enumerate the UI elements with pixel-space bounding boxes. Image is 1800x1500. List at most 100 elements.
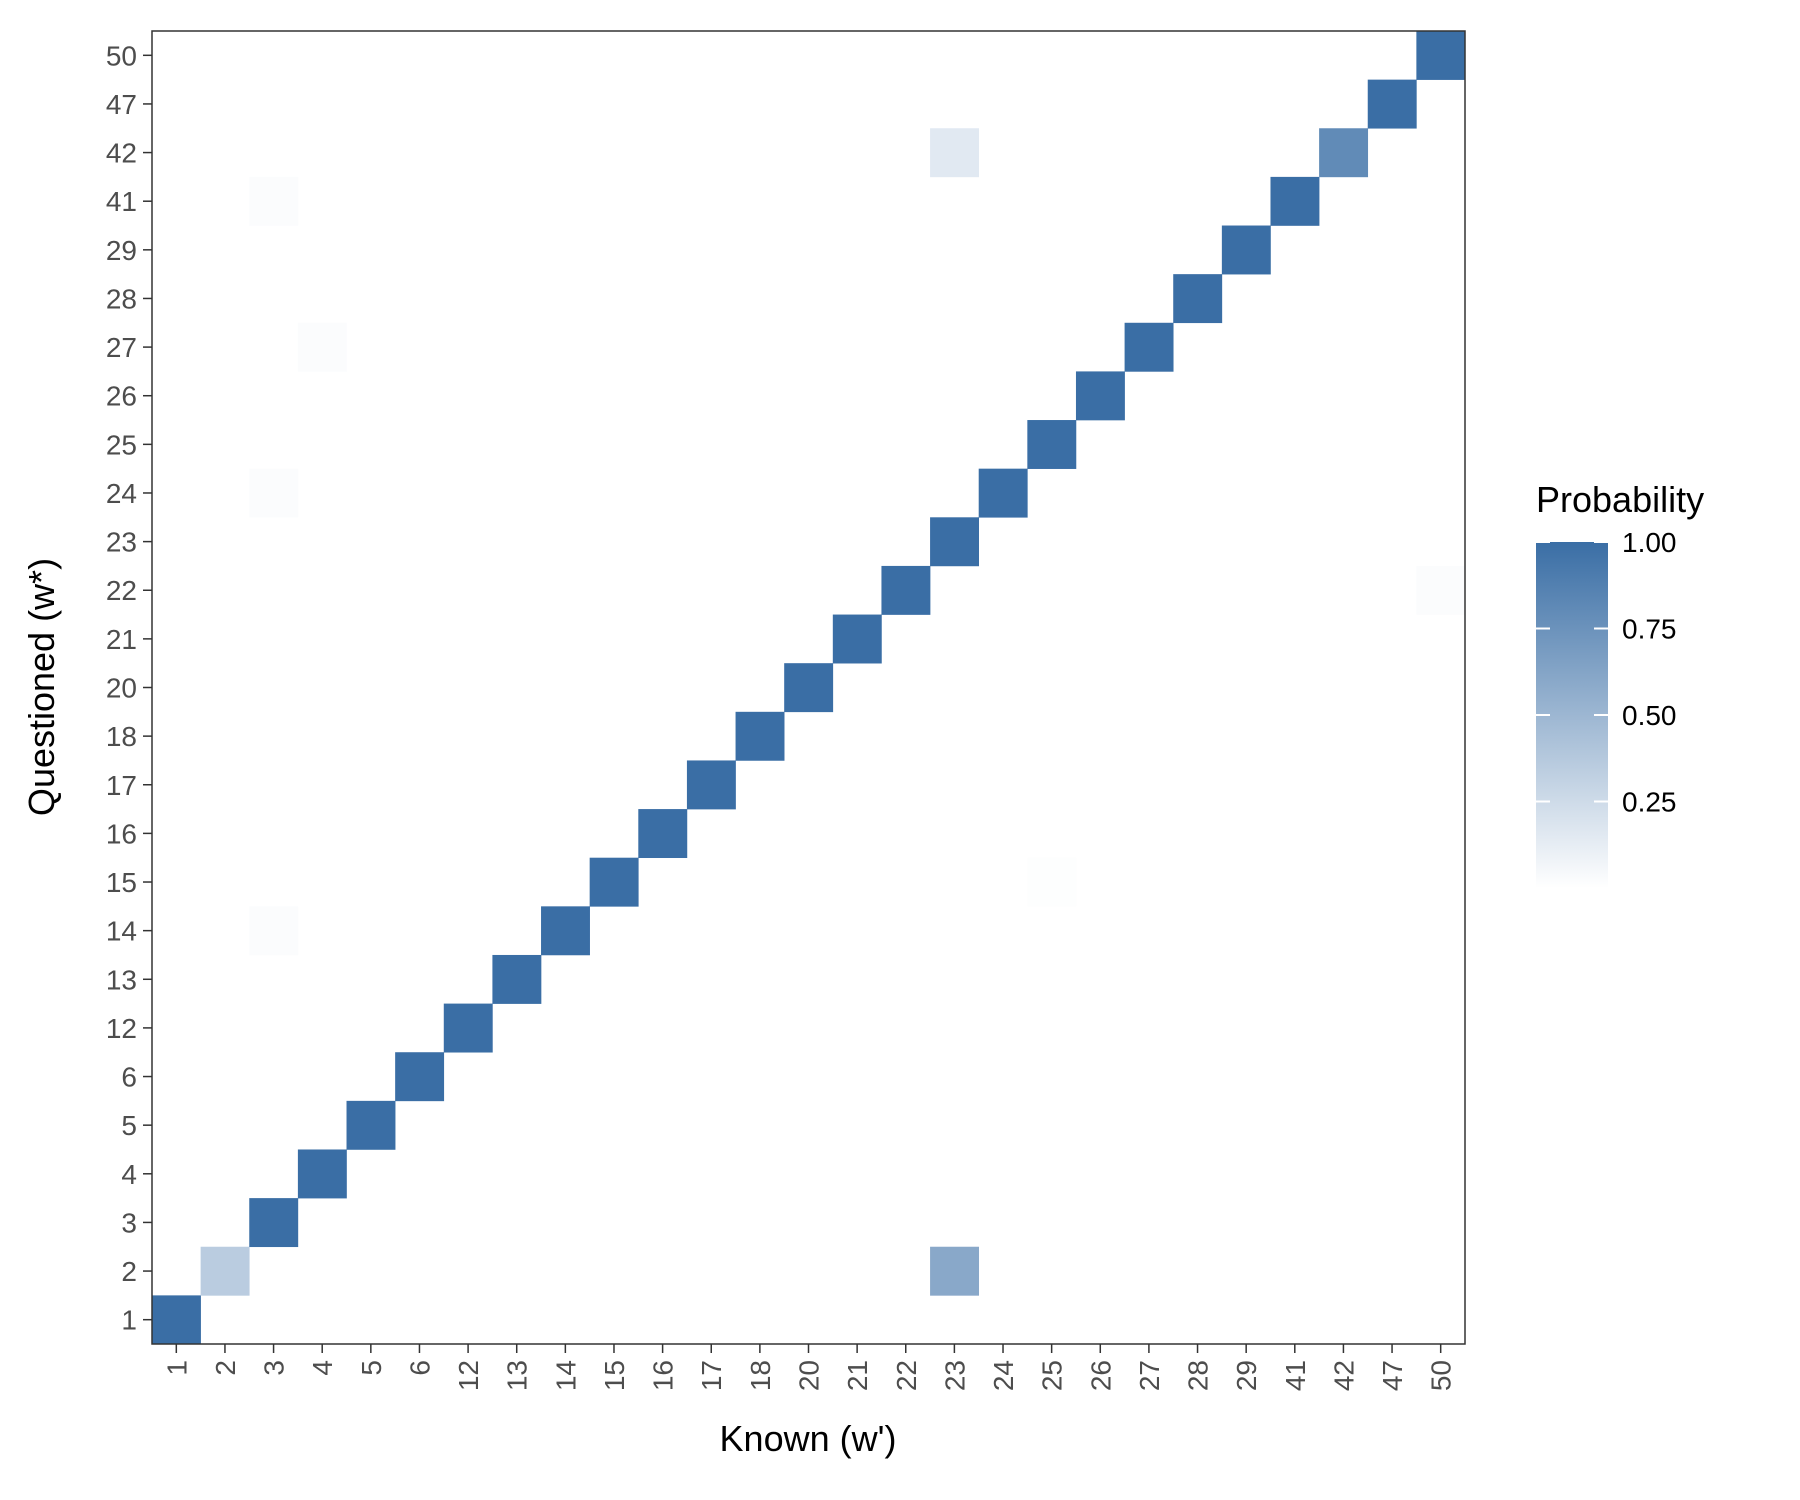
legend-label-0-50: 0.50	[1622, 700, 1677, 731]
x-tick-label-3: 3	[259, 1360, 290, 1376]
x-tick-label-23: 23	[939, 1360, 970, 1391]
heatmap-cell-x29-y29	[1221, 225, 1271, 275]
x-axis-title: Known (w')	[720, 1418, 897, 1459]
heatmap-cell-x21-y21	[832, 614, 882, 664]
heatmap-cell-x23-y42	[930, 128, 980, 178]
heatmap-cell-x28-y28	[1173, 274, 1223, 324]
heatmap-cell-x17-y17	[686, 760, 736, 810]
y-tick-label-24: 24	[106, 478, 137, 509]
heatmap-cell-x3-y3	[249, 1198, 299, 1248]
y-tick-label-29: 29	[106, 235, 137, 266]
y-tick-label-14: 14	[106, 916, 137, 947]
y-tick-label-26: 26	[106, 381, 137, 412]
y-tick-label-3: 3	[121, 1207, 137, 1238]
legend-label-0-25: 0.25	[1622, 787, 1677, 818]
x-tick-label-1: 1	[161, 1360, 192, 1376]
y-tick-label-5: 5	[121, 1110, 137, 1141]
y-tick-label-25: 25	[106, 429, 137, 460]
y-axis: 1234561213141516171820212223242526272829…	[106, 40, 152, 1336]
x-tick-label-25: 25	[1037, 1360, 1068, 1391]
heatmap-cell-x23-y23	[930, 517, 980, 567]
x-tick-label-15: 15	[599, 1360, 630, 1391]
heatmap-cell-x25-y25	[1027, 420, 1077, 469]
x-axis: 1 2 3 4 5 6 12 13 14 15 16 17 18 20 21 22 23 24 25 26 27 28 29…	[161, 1344, 1457, 1391]
x-tick-label-29: 29	[1231, 1360, 1262, 1391]
heatmap-cell-x13-y13	[492, 954, 542, 1004]
x-tick-label-27: 27	[1134, 1360, 1165, 1391]
y-tick-label-15: 15	[106, 867, 137, 898]
heatmap-cell-x2-y2	[200, 1246, 250, 1296]
heatmap-cell-x3-y14	[249, 906, 299, 956]
x-tick-label-42: 42	[1328, 1360, 1359, 1391]
y-tick-label-22: 22	[106, 575, 137, 606]
x-tick-label-4: 4	[307, 1360, 338, 1376]
y-tick-label-47: 47	[106, 89, 137, 120]
x-tick-label-26: 26	[1085, 1360, 1116, 1391]
y-tick-label-20: 20	[106, 673, 137, 704]
y-tick-label-4: 4	[121, 1159, 137, 1190]
y-tick-label-6: 6	[121, 1062, 137, 1093]
y-tick-label-21: 21	[106, 624, 137, 655]
heatmap-cell-x16-y16	[638, 809, 688, 859]
x-tick-label-2: 2	[210, 1360, 241, 1376]
heatmap-cell-x12-y12	[443, 1003, 493, 1053]
y-tick-label-50: 50	[106, 40, 137, 71]
heatmap-cell-x24-y24	[978, 468, 1028, 518]
x-tick-label-24: 24	[988, 1360, 1019, 1391]
heatmap-cell-x26-y26	[1075, 371, 1125, 421]
heatmap-cell-x25-y15	[1027, 857, 1077, 907]
y-tick-label-41: 41	[106, 186, 137, 217]
heatmap-cell-x1-y1	[152, 1295, 201, 1345]
x-tick-label-18: 18	[745, 1360, 776, 1391]
x-tick-label-14: 14	[550, 1360, 581, 1391]
x-tick-label-6: 6	[404, 1360, 435, 1376]
y-tick-label-17: 17	[106, 770, 137, 801]
x-tick-label-17: 17	[696, 1360, 727, 1391]
legend-label-0-75: 0.75	[1622, 614, 1677, 645]
x-tick-label-5: 5	[356, 1360, 387, 1376]
heatmap-cells	[152, 31, 1466, 1345]
heatmap-cell-x50-y50	[1416, 31, 1466, 80]
heatmap-cell-x42-y42	[1319, 128, 1369, 178]
legend: Probability 0.25 0.50 0.75 1.00	[1536, 479, 1704, 888]
heatmap-cell-x6-y6	[395, 1052, 445, 1102]
heatmap-cell-x3-y24	[249, 468, 299, 518]
x-tick-label-22: 22	[891, 1360, 922, 1391]
heatmap-cell-x20-y20	[784, 663, 834, 713]
y-tick-label-2: 2	[121, 1256, 137, 1287]
y-tick-label-18: 18	[106, 721, 137, 752]
x-tick-label-20: 20	[794, 1360, 825, 1391]
legend-label-1-00: 1.00	[1622, 527, 1677, 558]
heatmap-cell-x4-y4	[297, 1149, 347, 1199]
x-tick-label-21: 21	[842, 1360, 873, 1391]
x-tick-label-41: 41	[1280, 1360, 1311, 1391]
x-tick-label-47: 47	[1377, 1360, 1408, 1391]
x-tick-label-13: 13	[502, 1360, 533, 1391]
heatmap-cell-x47-y47	[1367, 79, 1417, 129]
heatmap-cell-x23-y2	[930, 1246, 980, 1296]
heatmap-cell-x50-y22	[1416, 565, 1466, 615]
heatmap-cell-x18-y18	[735, 711, 785, 761]
heatmap-cell-x5-y5	[346, 1100, 396, 1150]
x-tick-label-12: 12	[453, 1360, 484, 1391]
x-tick-label-16: 16	[648, 1360, 679, 1391]
heatmap-cell-x3-y41	[249, 176, 299, 226]
heatmap-cell-x15-y15	[589, 857, 639, 907]
legend-ticks: 0.25 0.50 0.75 1.00	[1536, 527, 1677, 818]
y-tick-label-27: 27	[106, 332, 137, 363]
heatmap-cell-x41-y41	[1270, 176, 1320, 226]
y-tick-label-28: 28	[106, 283, 137, 314]
heatmap-cell-x4-y27	[297, 322, 347, 372]
y-tick-label-42: 42	[106, 138, 137, 169]
y-tick-label-13: 13	[106, 964, 137, 995]
y-tick-label-1: 1	[121, 1305, 137, 1336]
y-tick-label-23: 23	[106, 527, 137, 558]
heatmap-cell-x27-y27	[1124, 322, 1174, 372]
y-axis-title: Questioned (w*)	[21, 558, 62, 816]
y-tick-label-16: 16	[106, 818, 137, 849]
x-tick-label-28: 28	[1183, 1360, 1214, 1391]
heatmap-cell-x14-y14	[541, 906, 590, 956]
x-tick-label-50: 50	[1426, 1360, 1457, 1391]
heatmap-cell-x22-y22	[881, 565, 931, 615]
